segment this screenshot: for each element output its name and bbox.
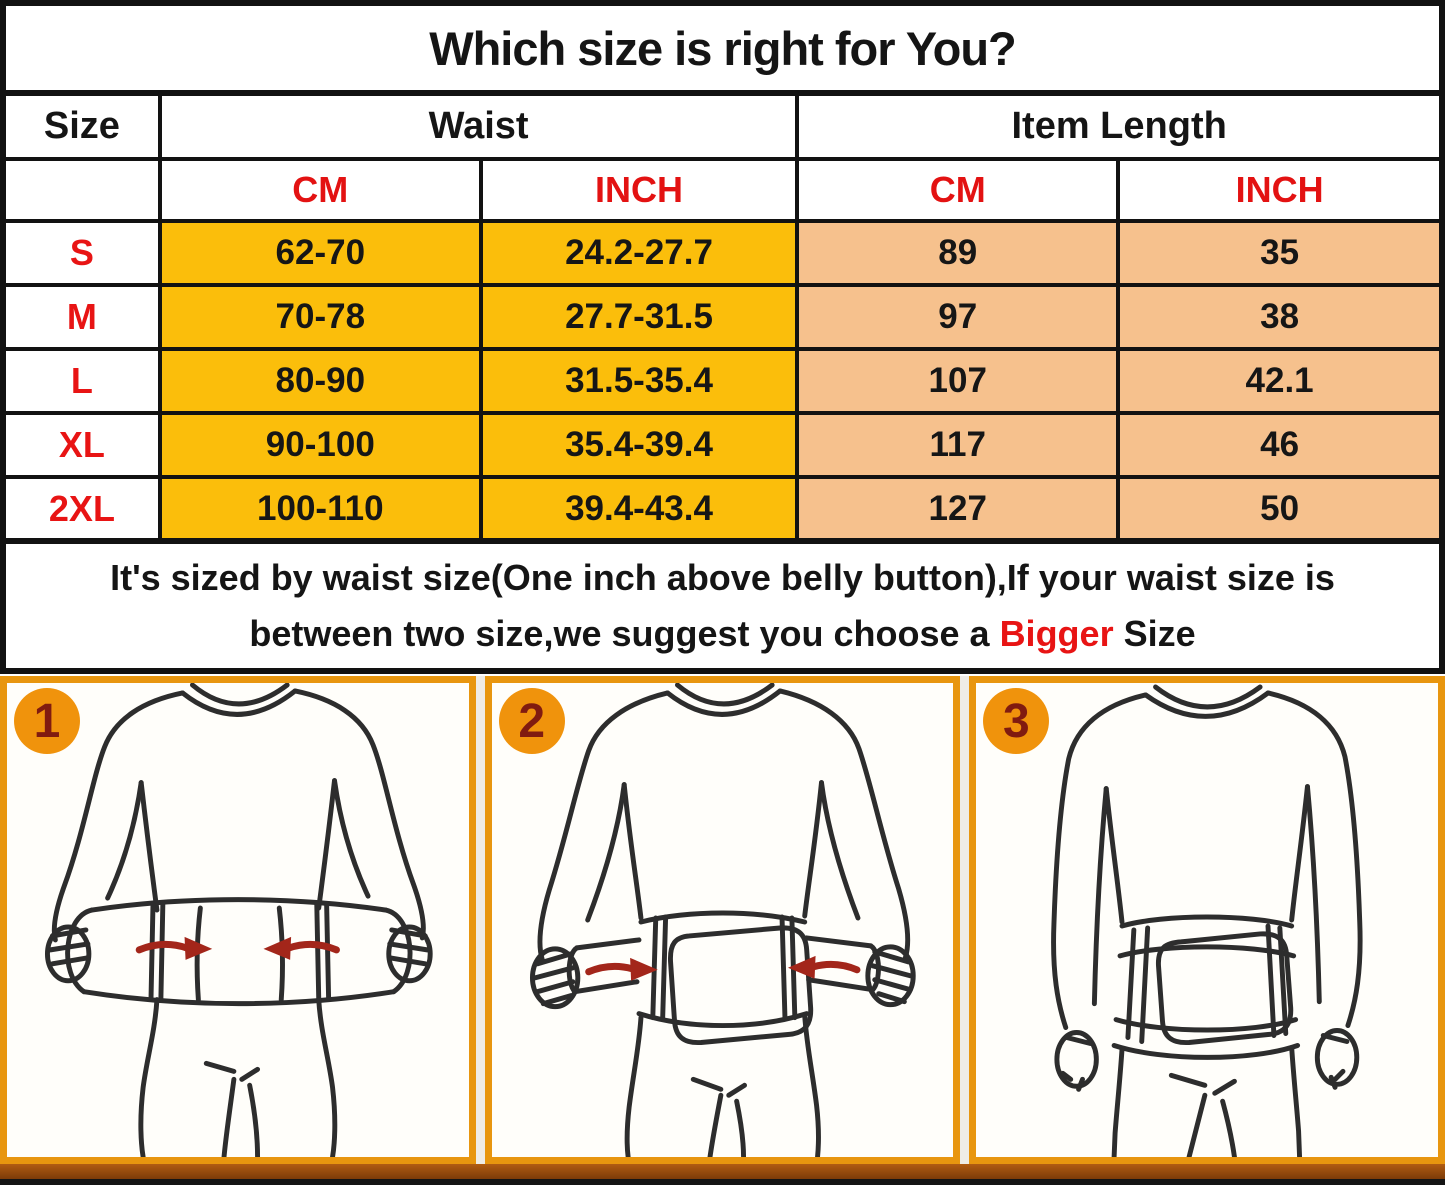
bottom-border-line [0, 1179, 1445, 1185]
waist-column-header: Waist [157, 91, 800, 161]
step-1-number: 1 [33, 694, 61, 748]
step-3-number: 3 [1002, 694, 1030, 748]
figure-open-belt-illustration [44, 683, 433, 1157]
step-3-badge: 3 [983, 688, 1050, 754]
item-inch-cell: 50 [1116, 475, 1444, 543]
item-cm-cell: 89 [795, 219, 1121, 287]
note-line-2: between two size,we suggest you choose a… [249, 606, 1195, 662]
size-cell: L [1, 347, 162, 415]
size-cell: M [1, 283, 162, 351]
waist-cm-header: CM [157, 157, 483, 223]
item-inch-cell: 38 [1116, 283, 1444, 351]
page-title-text: Which size is right for You? [429, 21, 1017, 75]
item-cm-cell: 107 [795, 347, 1121, 415]
item-inch-cell: 46 [1116, 411, 1444, 479]
item-inch-header: INCH [1116, 157, 1444, 223]
red-arrow-right-icon [787, 955, 861, 979]
waist-cm-cell: 70-78 [157, 283, 483, 351]
waist-inch-header: INCH [478, 157, 800, 223]
item-cm-header: CM [795, 157, 1121, 223]
note-line-2-start: between two size,we suggest you choose a [249, 613, 1000, 654]
empty-unit-cell [1, 157, 162, 223]
wearing-instructions: 1 [0, 676, 1445, 1164]
bigger-highlight: Bigger [999, 613, 1114, 654]
waist-inch-cell: 39.4-43.4 [478, 475, 800, 543]
bottom-border-strip [0, 1164, 1445, 1179]
red-arrow-left-icon [135, 936, 213, 960]
step-2-panel: 2 [484, 676, 961, 1164]
red-arrow-left-icon [584, 957, 658, 981]
item-inch-cell: 42.1 [1116, 347, 1444, 415]
size-cell: 2XL [1, 475, 162, 543]
waist-inch-cell: 24.2-27.7 [478, 219, 800, 287]
page-title: Which size is right for You? [0, 0, 1445, 96]
waist-inch-cell: 27.7-31.5 [478, 283, 800, 351]
step-1-badge: 1 [14, 688, 80, 754]
table-row-s: S 62-70 24.2-27.7 89 35 [1, 219, 1444, 287]
red-arrow-right-icon [263, 936, 340, 960]
note-line-2-end: Size [1113, 613, 1196, 654]
step-3-panel: 3 [969, 676, 1445, 1164]
waist-cm-cell: 100-110 [157, 475, 483, 543]
table-row-xl: XL 90-100 35.4-39.4 117 46 [1, 411, 1444, 479]
waist-cm-cell: 80-90 [157, 347, 483, 415]
step-2-badge: 2 [498, 688, 565, 754]
waist-inch-cell: 35.4-39.4 [478, 411, 800, 479]
size-column-header: Size [1, 91, 162, 161]
table-row-l: L 80-90 31.5-35.4 107 42.1 [1, 347, 1444, 415]
table-row-m: M 70-78 27.7-31.5 97 38 [1, 283, 1444, 351]
item-length-column-header: Item Length [795, 91, 1444, 161]
sizing-note: It's sized by waist size(One inch above … [0, 538, 1445, 674]
size-cell: XL [1, 411, 162, 479]
figure-pull-straps-illustration [529, 683, 916, 1157]
table-row-2xl: 2XL 100-110 39.4-43.4 127 50 [1, 475, 1444, 543]
item-cm-cell: 127 [795, 475, 1121, 543]
size-table: Size Waist Item Length CM INCH CM INCH S… [0, 90, 1445, 544]
size-cell: S [1, 219, 162, 287]
note-line-1: It's sized by waist size(One inch above … [110, 557, 1335, 599]
item-inch-cell: 35 [1116, 219, 1444, 287]
waist-cm-cell: 62-70 [157, 219, 483, 287]
person-outline [529, 683, 916, 1157]
waist-cm-cell: 90-100 [157, 411, 483, 479]
step-2-number: 2 [518, 694, 546, 748]
step-1-panel: 1 [0, 676, 476, 1164]
person-outline [44, 683, 433, 1157]
figure-belt-fastened-illustration [1051, 684, 1363, 1157]
waist-inch-cell: 31.5-35.4 [478, 347, 800, 415]
item-cm-cell: 97 [795, 283, 1121, 351]
item-cm-cell: 117 [795, 411, 1121, 479]
person-outline [1051, 684, 1363, 1157]
